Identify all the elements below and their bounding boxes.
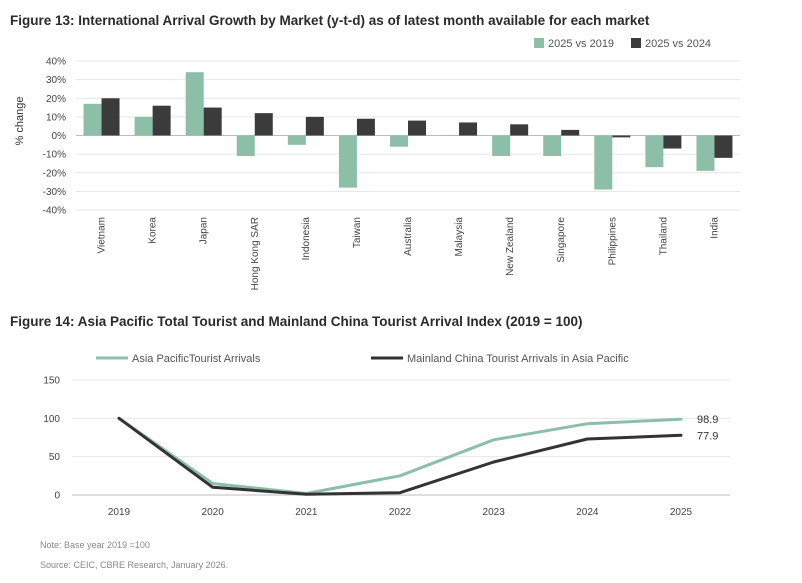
- figure14-end-labels: 98.9 77.9: [697, 414, 718, 442]
- figure14-y-tick-label: 50: [49, 452, 61, 463]
- bar-thailand-2025-vs-2019: [645, 135, 664, 168]
- figure14-x-tick-2025: 2025: [670, 507, 693, 518]
- figure14-y-tick-label: 0: [54, 491, 60, 502]
- figure14-x-tick-2022: 2022: [389, 507, 412, 518]
- bar-new-zealand-2025-vs-2019: [492, 135, 511, 156]
- bar-malaysia-2025-vs-2024: [459, 122, 478, 136]
- bar-japan-2025-vs-2019: [185, 72, 204, 136]
- figure13-bars: [83, 72, 733, 190]
- figure14-x-tick-2023: 2023: [483, 507, 506, 518]
- figure14-x-tick-2021: 2021: [295, 507, 318, 518]
- figure13-x-tick-hong-kong-sar: Hong Kong SAR: [250, 217, 261, 290]
- bar-taiwan-2025-vs-2019: [338, 135, 357, 188]
- bar-japan-2025-vs-2024: [203, 107, 222, 136]
- figure13-x-tick-indonesia: Indonesia: [301, 217, 312, 261]
- figure14-y-tick-label: 100: [43, 414, 60, 425]
- figure13-x-tick-australia: Australia: [403, 217, 414, 256]
- legend-label-mainland-china: Mainland China Tourist Arrivals in Asia …: [407, 353, 629, 365]
- bar-malaysia-2025-vs-2019: [441, 135, 460, 136]
- figure14-title: Figure 14: Asia Pacific Total Tourist an…: [10, 314, 583, 329]
- figure13-x-tick-vietnam: Vietnam: [97, 217, 108, 254]
- line-asia-pacifictourist-arrivals: [117, 416, 683, 495]
- figure13-y-tick-label: 30%: [46, 75, 66, 86]
- bar-india-2025-vs-2024: [714, 135, 733, 158]
- bar-indonesia-2025-vs-2019: [287, 135, 306, 145]
- bar-hong-kong-sar-2025-vs-2024: [254, 113, 273, 136]
- bar-thailand-2025-vs-2024: [663, 135, 682, 149]
- figure13-x-tick-japan: Japan: [199, 217, 210, 244]
- figure14-legend: Asia PacificTourist Arrivals Mainland Ch…: [96, 353, 629, 365]
- figure13-y-tick-label: -40%: [43, 206, 66, 217]
- legend-label-2019: 2025 vs 2019: [548, 38, 614, 50]
- bar-vietnam-2025-vs-2019: [83, 103, 102, 136]
- bar-hong-kong-sar-2025-vs-2019: [236, 135, 255, 156]
- bar-indonesia-2025-vs-2024: [305, 116, 324, 136]
- bar-australia-2025-vs-2024: [408, 120, 426, 136]
- legend-swatch-2019: [534, 38, 544, 48]
- figure14-x-tick-2020: 2020: [202, 507, 225, 518]
- bar-new-zealand-2025-vs-2024: [510, 124, 529, 136]
- figure13-x-tick-korea: Korea: [148, 217, 159, 244]
- figure13-legend: 2025 vs 2019 2025 vs 2024: [534, 38, 711, 50]
- figure13-x-tick-malaysia: Malaysia: [454, 217, 465, 257]
- bar-australia-2025-vs-2019: [390, 135, 408, 147]
- figure14-x-tick-2024: 2024: [576, 507, 599, 518]
- bar-singapore-2025-vs-2019: [543, 135, 562, 156]
- end-label-asia-pacifictourist-arrivals: 98.9: [697, 414, 718, 426]
- figure13-y-tick-label: -30%: [43, 187, 66, 198]
- figure14-lines: [117, 416, 683, 496]
- figure13-y-tick-label: -20%: [43, 168, 66, 179]
- figure13-x-tick-philippines: Philippines: [607, 217, 618, 265]
- figure14-y-tick-label: 150: [43, 376, 60, 387]
- bar-philippines-2025-vs-2019: [594, 135, 613, 190]
- figure14-note: Note: Base year 2019 =100: [40, 540, 150, 550]
- figure13-y-tick-label: 10%: [46, 112, 66, 123]
- figure13-y-tick-label: 0%: [52, 131, 67, 142]
- figure14-gridlines: [72, 379, 730, 496]
- figure13-x-tick-thailand: Thailand: [658, 217, 669, 255]
- figure13-title: Figure 13: International Arrival Growth …: [10, 13, 650, 28]
- end-label-mainland-china-tourist-arrivals-in-asia-pacific: 77.9: [697, 430, 718, 442]
- figure13-x-tick-india: India: [709, 217, 720, 239]
- bar-india-2025-vs-2019: [696, 135, 715, 171]
- figure13-x-tick-taiwan: Taiwan: [352, 217, 363, 248]
- figure14-x-ticks: 2019 2020 2021 2022 2023 2024 2025: [108, 507, 693, 518]
- figure13-y-tick-label: 20%: [46, 94, 66, 105]
- figure13-x-tick-new-zealand: New Zealand: [505, 217, 516, 276]
- legend-swatch-2024: [631, 38, 641, 48]
- figure13-y-tick-label: 40%: [46, 57, 66, 68]
- bar-singapore-2025-vs-2024: [561, 129, 580, 136]
- figure14-source: Source: CEIC, CBRE Research, January 202…: [40, 560, 228, 570]
- figure13-x-ticks: Vietnam Korea Japan Hong Kong SAR Indonesia T…: [97, 217, 721, 291]
- figure14-y-ticks: 150 100 50 0: [43, 376, 60, 502]
- line-mainland-china-tourist-arrivals-in-asia-pacific: [117, 416, 683, 496]
- bar-korea-2025-vs-2019: [134, 116, 153, 136]
- figure14-x-tick-2019: 2019: [108, 507, 131, 518]
- figure13-y-ticks: 40% 30% 20% 10% 0% -10% -20% -30% -40%: [43, 57, 66, 217]
- figure13-y-tick-label: -10%: [43, 150, 66, 161]
- bar-philippines-2025-vs-2024: [612, 135, 631, 138]
- bar-taiwan-2025-vs-2024: [356, 118, 375, 136]
- bar-korea-2025-vs-2024: [152, 105, 171, 136]
- bar-vietnam-2025-vs-2024: [101, 98, 120, 136]
- legend-label-2024: 2025 vs 2024: [645, 38, 711, 50]
- figure13-y-axis-title: % change: [14, 97, 26, 146]
- figure13-x-tick-singapore: Singapore: [556, 217, 567, 263]
- legend-label-asia-pacific: Asia PacificTourist Arrivals: [132, 353, 261, 365]
